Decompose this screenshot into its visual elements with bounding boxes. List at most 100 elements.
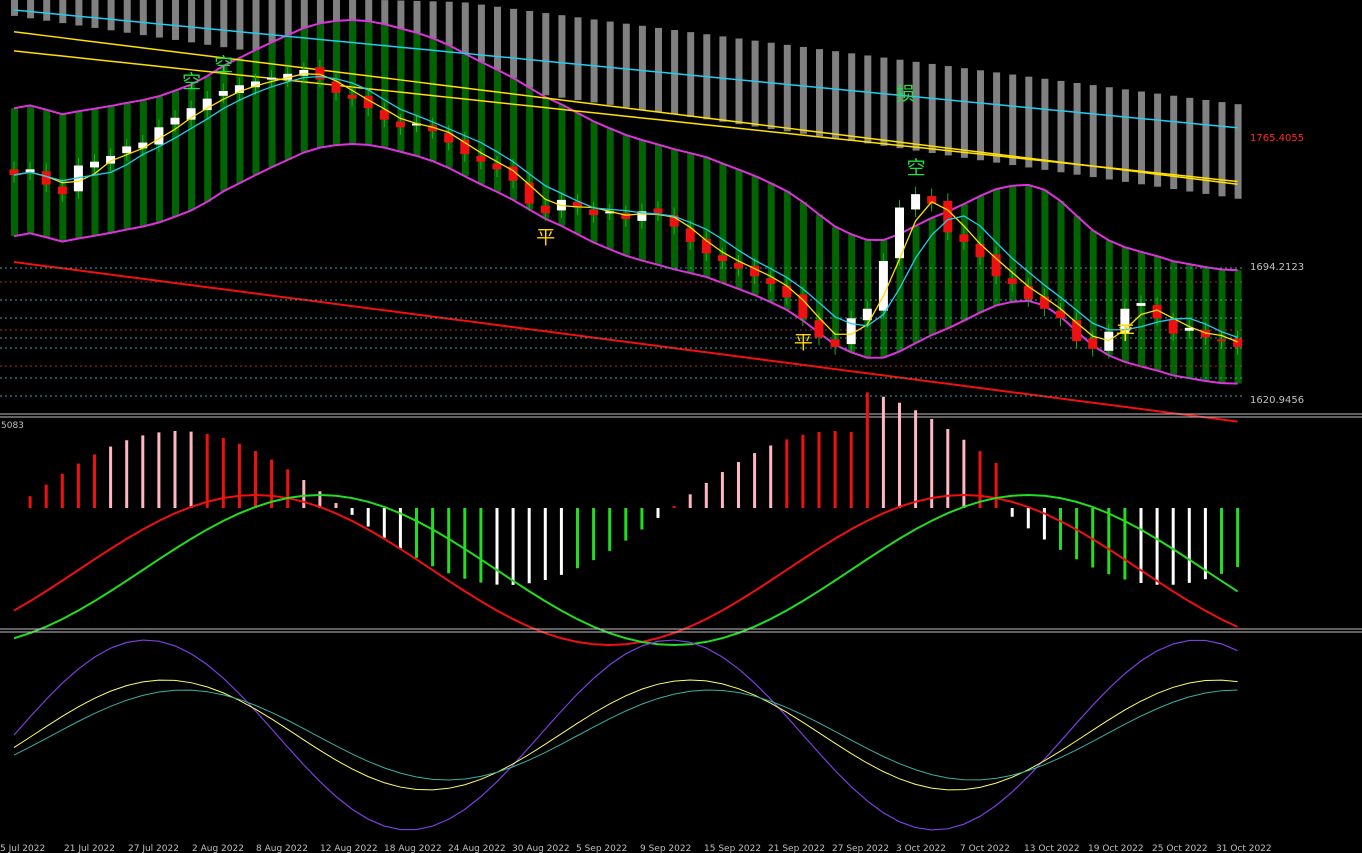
date-axis-label: 5 Jul 2022 (0, 844, 45, 853)
band-bar (590, 121, 598, 243)
candle-body (895, 207, 904, 259)
band-bar (703, 157, 711, 277)
candle-body (830, 339, 840, 347)
price-axis-label: 1694.2123 (1250, 262, 1304, 273)
date-axis-label: 24 Aug 2022 (448, 844, 506, 853)
date-axis-label: 27 Jul 2022 (128, 844, 179, 853)
candle-body (669, 215, 679, 227)
band-bar (1009, 185, 1017, 302)
candle-body (476, 155, 486, 162)
band-bar (944, 211, 952, 329)
cloud-bar (880, 57, 888, 146)
band-bar (139, 100, 147, 227)
band-bar (1073, 215, 1081, 332)
band-bar (638, 140, 646, 261)
cloud-bar (799, 46, 807, 134)
candle-body (395, 121, 405, 128)
candle-body (460, 139, 470, 155)
date-axis-label: 8 Aug 2022 (256, 844, 308, 853)
cloud-bar (735, 38, 743, 125)
band-bar (687, 153, 695, 274)
date-axis-label: 12 Aug 2022 (320, 844, 378, 853)
band-bar (123, 102, 131, 230)
cloud-bar (494, 6, 501, 89)
candle-body (1023, 285, 1033, 300)
band-bar (816, 214, 823, 333)
band-bar (381, 24, 389, 148)
red-ma-line (13, 261, 1238, 423)
cloud-bar (1025, 76, 1033, 168)
cloud-bar (622, 23, 630, 108)
band-bar (349, 20, 357, 145)
long-ma-line (13, 9, 1238, 129)
candle-body (991, 254, 1001, 277)
cloud-bar (896, 59, 904, 149)
candle-body (138, 142, 148, 149)
candle-body (717, 255, 727, 262)
band-bar (155, 96, 163, 223)
stochastic-panel[interactable] (13, 639, 1238, 831)
band-bar (928, 217, 936, 336)
signal-marker: 平 (794, 331, 813, 353)
signal-marker: 空 (182, 71, 201, 93)
cloud-bar (542, 13, 550, 96)
price-axis: 1765.4055 1694.2123 1620.9456 (1250, 133, 1304, 406)
cloud-bar (590, 19, 598, 103)
date-axis-label: 13 Oct 2022 (1024, 844, 1080, 853)
candle-body (267, 77, 277, 80)
macd-panel-label: 5083 (1, 421, 24, 431)
cloud-bar (993, 72, 1001, 163)
candle-body (1007, 278, 1017, 284)
cloud-bar (655, 27, 662, 113)
cloud-bar (751, 40, 759, 127)
candle-body (814, 320, 824, 338)
date-axis-label: 27 Sep 2022 (832, 844, 889, 853)
cloud-bar (445, 1, 453, 81)
band-bar (365, 21, 373, 145)
candle-body (605, 211, 615, 214)
candle-body (685, 228, 695, 242)
candle-body (508, 166, 518, 181)
cloud-bar (864, 55, 872, 144)
band-bar (622, 134, 630, 256)
date-axis-label: 5 Sep 2022 (576, 844, 627, 853)
band-bar (960, 203, 968, 321)
band-bar (236, 57, 244, 184)
candle-body (1233, 338, 1243, 347)
cloud-bar (574, 17, 582, 101)
band-bar (1057, 200, 1065, 317)
candle-body (975, 243, 985, 258)
cloud-bar (783, 44, 791, 132)
band-bar (1218, 269, 1226, 384)
candle-body (202, 98, 212, 111)
price-panel[interactable] (0, 0, 1245, 423)
fast-ma-yellow (13, 73, 1238, 343)
date-axis: 5 Jul 2022 21 Jul 2022 27 Jul 2022 2 Aug 20… (0, 844, 1272, 853)
cloud-bar (75, 0, 83, 26)
cloud-bar (1234, 104, 1242, 199)
candle-body (1120, 308, 1130, 334)
candle-body (444, 133, 454, 143)
band-bar (799, 201, 807, 321)
band-bar (1089, 230, 1097, 346)
date-axis-label: 18 Aug 2022 (384, 844, 442, 853)
candle-body (798, 294, 808, 319)
candle-body (492, 163, 502, 170)
date-axis-label: 30 Aug 2022 (512, 844, 570, 853)
band-bar (606, 128, 614, 250)
candle-body (412, 123, 421, 126)
candle-body (846, 318, 856, 345)
candle-body (73, 165, 83, 192)
band-bar (526, 87, 534, 210)
band-bar (896, 233, 904, 352)
date-axis-label: 21 Jul 2022 (64, 844, 115, 853)
band-upper-line (13, 19, 1238, 272)
band-bar (397, 28, 405, 152)
band-bar (542, 97, 550, 219)
band-bar (848, 234, 856, 353)
stoch-fast-line (13, 639, 1238, 831)
candle-body (862, 308, 872, 321)
candle-body (9, 169, 19, 176)
macd-panel[interactable] (13, 392, 1240, 647)
